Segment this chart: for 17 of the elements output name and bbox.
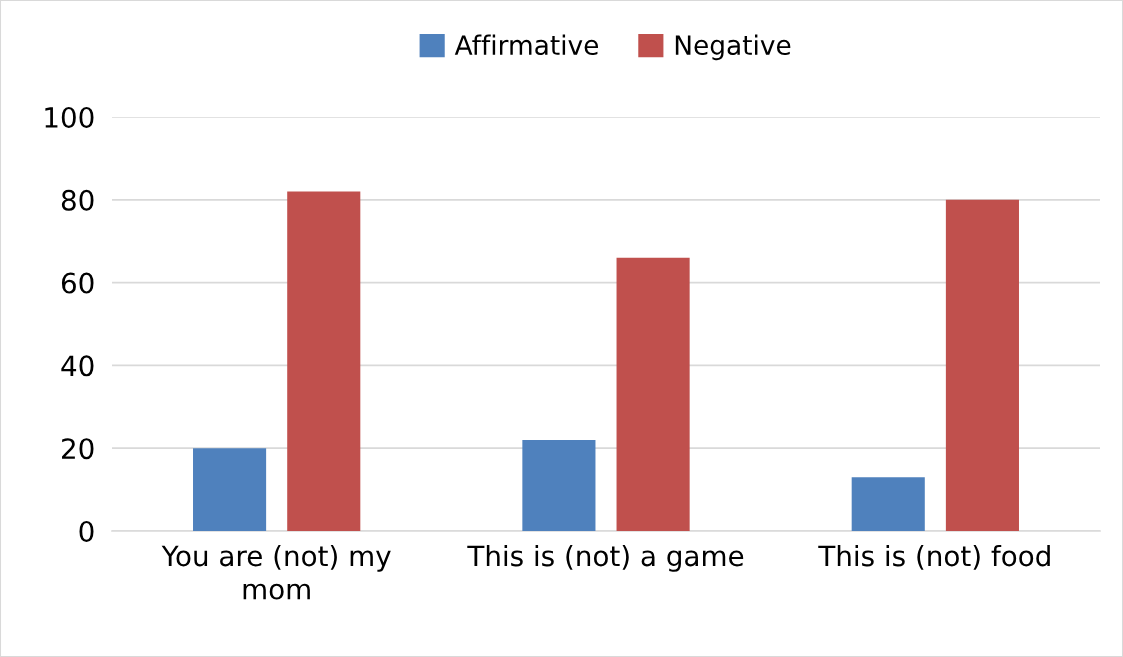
x-tick-label: This is (not) food (818, 544, 1050, 570)
y-tick-label: 0 (79, 520, 94, 542)
bar (945, 199, 1019, 531)
y-tick-label: 40 (61, 355, 94, 377)
y-tick-label: 100 (45, 106, 94, 128)
x-tick-label: You are (not) my mom (161, 544, 391, 600)
legend-label: Negative (675, 34, 791, 61)
bar (287, 191, 361, 531)
legend-label: Affirmative (454, 34, 598, 56)
y-tick-label: 20 (62, 438, 94, 460)
y-tick-label: 60 (61, 272, 94, 294)
bar (193, 448, 267, 531)
bar (851, 477, 925, 531)
x-tick-label: This is (not) a game (467, 544, 744, 572)
bar (522, 439, 596, 531)
bar (616, 257, 690, 531)
y-tick-label: 80 (61, 189, 94, 211)
